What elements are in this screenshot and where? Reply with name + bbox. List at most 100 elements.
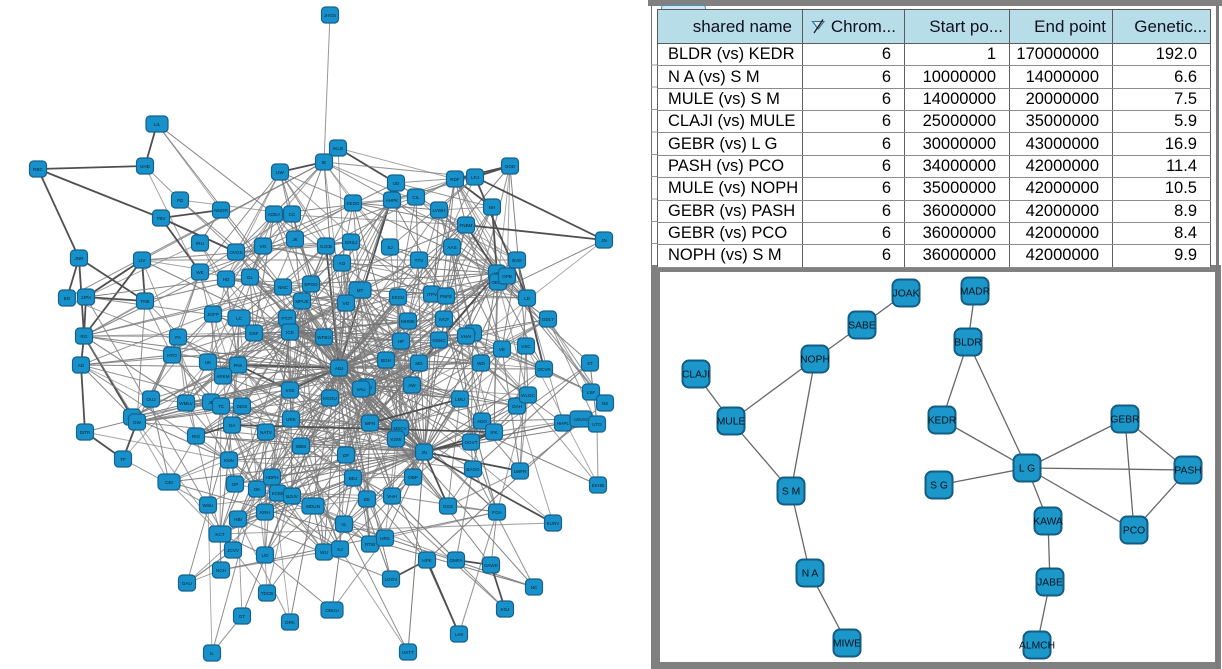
svg-text:MADR: MADR	[960, 287, 990, 298]
svg-text:NS: NS	[602, 401, 608, 406]
svg-text:UD: UD	[393, 181, 400, 186]
svg-text:FA: FA	[175, 335, 182, 340]
svg-text:HP: HP	[398, 339, 404, 344]
svg-text:LFJ: LFJ	[471, 175, 479, 180]
svg-text:PTJT: PTJT	[282, 316, 293, 321]
svg-text:UK: UK	[205, 360, 212, 365]
svg-text:MT: MT	[357, 288, 364, 293]
svg-text:GT: GT	[239, 614, 246, 619]
svg-text:DESI: DESI	[237, 404, 248, 409]
svg-text:EKCU: EKCU	[392, 295, 405, 300]
svg-text:KNN: KNN	[224, 458, 234, 463]
svg-text:CIL: CIL	[412, 195, 420, 200]
svg-text:BJUV: BJUV	[286, 494, 299, 499]
svg-text:DAWE: DAWE	[484, 563, 498, 568]
svg-text:PD: PD	[177, 198, 184, 203]
svg-text:VE: VE	[499, 347, 505, 352]
svg-text:KAWA: KAWA	[1033, 517, 1063, 528]
svg-text:NCH: NCH	[216, 568, 226, 573]
svg-text:HDPH: HDPH	[265, 475, 278, 480]
svg-text:LC: LC	[236, 316, 243, 321]
svg-text:BEJ: BEJ	[349, 476, 357, 481]
svg-text:OCVR: OCVR	[537, 367, 551, 372]
svg-text:ARKM: ARKM	[216, 374, 229, 379]
svg-text:AAS: AAS	[447, 245, 456, 250]
svg-text:OK: OK	[254, 487, 262, 492]
svg-text:HHPL: HHPL	[557, 421, 570, 426]
svg-text:ADO: ADO	[477, 419, 487, 424]
svg-text:TF: TF	[120, 457, 126, 462]
svg-text:S G: S G	[930, 481, 948, 492]
svg-text:BGH: BGH	[381, 358, 391, 363]
svg-text:FGA: FGA	[492, 510, 502, 515]
svg-text:SABE: SABE	[848, 321, 876, 332]
svg-text:OSNC: OSNC	[432, 338, 446, 343]
svg-text:HTO: HTO	[167, 353, 177, 358]
svg-text:OVGS: OVGS	[229, 250, 242, 255]
svg-text:DITR: DITR	[80, 430, 91, 435]
svg-text:AHPK: AHPK	[386, 198, 399, 203]
svg-text:MIWE: MIWE	[833, 639, 861, 650]
svg-text:WE: WE	[196, 270, 203, 275]
svg-text:UTG: UTG	[592, 422, 602, 427]
svg-text:DAU: DAU	[182, 581, 192, 586]
svg-text:NH: NH	[489, 205, 496, 210]
svg-text:IVCF: IVCF	[439, 317, 450, 322]
svg-text:WLGC: WLGC	[521, 393, 535, 398]
svg-text:TTV: TTV	[415, 258, 425, 263]
svg-text:IKLB: IKLB	[333, 146, 343, 151]
svg-text:OAH: OAH	[512, 404, 522, 409]
svg-text:WFN: WFN	[365, 421, 375, 426]
svg-text:OUJ: OUJ	[146, 397, 155, 402]
svg-text:AO: AO	[339, 261, 346, 266]
svg-text:KUNV: KUNV	[547, 521, 561, 526]
svg-text:LSF: LSF	[587, 390, 596, 395]
svg-text:WMLV: WMLV	[179, 401, 193, 406]
svg-text:GW: GW	[133, 420, 142, 425]
svg-text:ST: ST	[587, 361, 593, 366]
svg-text:KCT: KCT	[215, 532, 224, 537]
svg-text:BLDR: BLDR	[954, 338, 981, 349]
svg-text:RG: RG	[81, 334, 88, 339]
svg-text:DSF: DSF	[249, 331, 258, 336]
svg-text:RDF: RDF	[450, 177, 460, 182]
svg-text:VIOI: VIOI	[285, 388, 294, 393]
svg-text:CLAJI: CLAJI	[682, 370, 710, 381]
svg-text:ED: ED	[64, 296, 71, 301]
svg-text:UO: UO	[262, 553, 269, 558]
svg-text:HRS: HRS	[380, 536, 390, 541]
svg-text:LD: LD	[524, 296, 531, 301]
svg-text:KEDR: KEDR	[928, 416, 957, 427]
svg-text:IRU: IRU	[196, 241, 204, 246]
svg-text:JCVV: JCVV	[227, 548, 240, 553]
svg-text:NC: NC	[531, 585, 538, 590]
svg-text:S M: S M	[782, 487, 800, 498]
svg-text:OOD: OOD	[505, 164, 516, 169]
svg-text:GMFA: GMFA	[449, 558, 463, 563]
svg-text:GJCB: GJCB	[320, 244, 332, 249]
svg-text:AW: AW	[408, 383, 416, 388]
svg-text:IE: IE	[322, 160, 326, 165]
svg-text:BVD: BVD	[512, 258, 522, 263]
svg-text:JN: JN	[421, 450, 427, 455]
svg-text:HPK: HPK	[422, 558, 432, 563]
svg-text:NNOR: NNOR	[214, 208, 228, 213]
svg-text:KGW: KGW	[391, 437, 403, 442]
svg-text:LIL: LIL	[154, 122, 161, 127]
svg-text:LVWH: LVWH	[433, 208, 446, 213]
svg-text:KJ: KJ	[337, 547, 342, 552]
svg-text:NOPH: NOPH	[800, 355, 830, 366]
svg-text:JB: JB	[208, 400, 213, 405]
svg-text:JJPA: JJPA	[81, 295, 92, 300]
svg-text:UW: UW	[276, 170, 284, 175]
svg-text:MSCV: MSCV	[393, 426, 407, 431]
svg-text:JHGS: JHGS	[324, 13, 336, 18]
svg-text:OF: OF	[343, 453, 350, 458]
svg-text:OBP: OBP	[408, 475, 418, 480]
svg-text:UGAG: UGAG	[574, 417, 588, 422]
svg-text:BAGG: BAGG	[466, 467, 480, 472]
svg-text:JK: JK	[292, 237, 298, 242]
svg-text:URK: URK	[286, 417, 297, 422]
svg-text:LIV: LIV	[139, 258, 147, 263]
svg-text:KEDG: KEDG	[346, 201, 359, 206]
